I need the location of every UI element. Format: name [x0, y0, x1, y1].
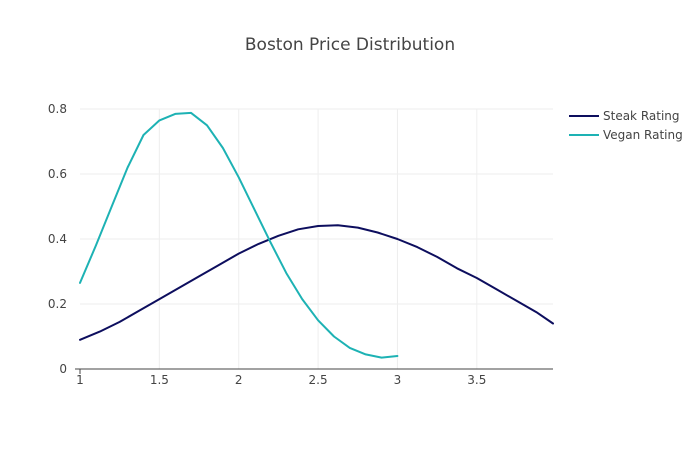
x-tick-label: 1 [76, 373, 84, 387]
y-tick-label: 0.6 [48, 167, 67, 181]
y-tick-label: 0.2 [48, 297, 67, 311]
legend-item-vegan-rating[interactable]: Vegan Rating [569, 128, 683, 142]
x-tick-label: 3.5 [467, 373, 486, 387]
x-tick-label: 1.5 [150, 373, 169, 387]
y-tick-label: 0 [59, 362, 67, 376]
y-tick-label: 0.8 [48, 102, 67, 116]
legend-label: Steak Rating [603, 109, 680, 123]
series-line-steak-rating [79, 224, 554, 341]
legend-item-steak-rating[interactable]: Steak Rating [569, 109, 680, 123]
series-line-vegan-rating [79, 111, 399, 359]
legend[interactable]: Steak Rating Vegan Rating [569, 109, 683, 142]
x-tick-label: 3 [394, 373, 402, 387]
series-layer [79, 111, 554, 359]
x-tick-label: 2.5 [309, 373, 328, 387]
grid-layer [80, 108, 553, 369]
axis-layer: 0 0.2 0.4 0.6 0.8 1 1.5 2 2.5 3 3.5 [48, 102, 553, 387]
x-tick-label: 2 [235, 373, 243, 387]
chart-title: Boston Price Distribution [245, 35, 455, 55]
legend-label: Vegan Rating [603, 128, 683, 142]
y-tick-label: 0.4 [48, 232, 67, 246]
